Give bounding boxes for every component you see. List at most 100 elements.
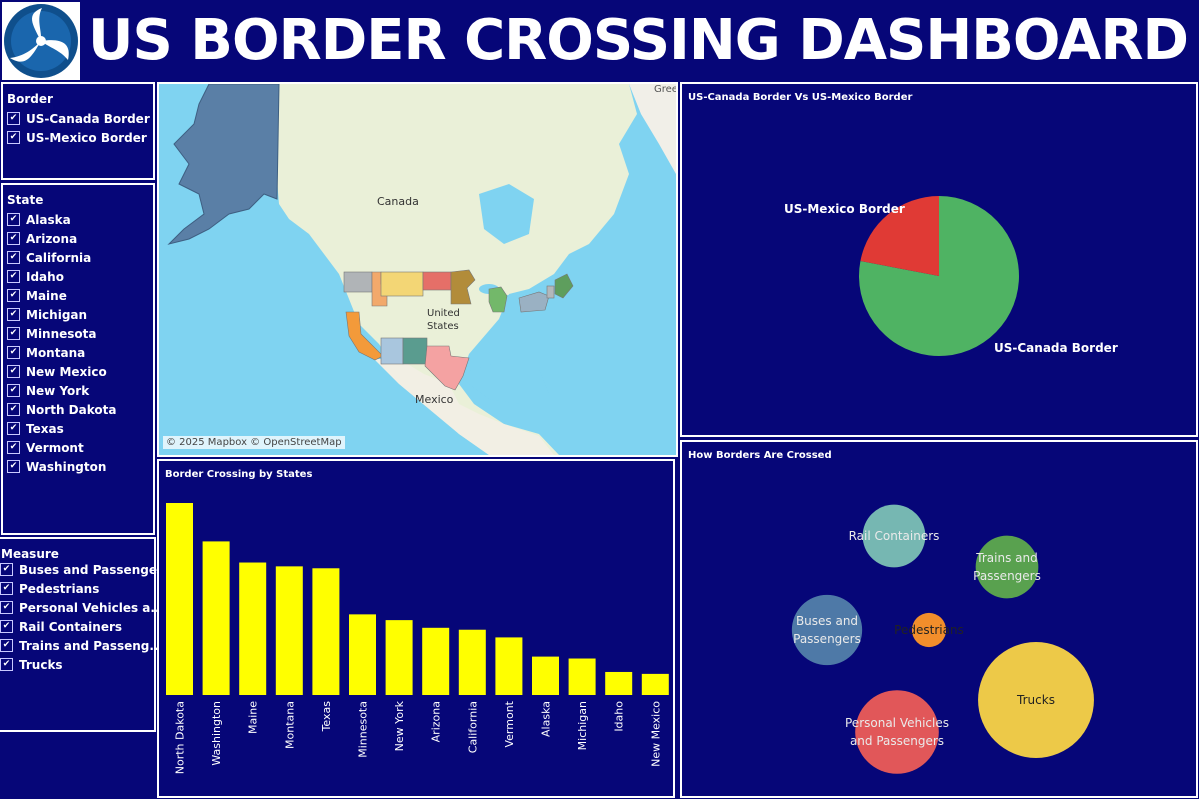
measure-filter-item[interactable]: ✔ Pedestrians: [0, 579, 99, 598]
bar: [349, 614, 376, 695]
state-filter-item[interactable]: ✔ Michigan: [7, 305, 87, 324]
pie-label: US-Canada Border: [994, 341, 1118, 355]
map-attribution: © 2025 Mapbox © OpenStreetMap: [163, 436, 345, 449]
bar-category-label: Minnesota: [357, 701, 370, 758]
state-filter-label: Idaho: [26, 269, 64, 284]
map-label-us-line2: States: [427, 321, 459, 332]
bar: [495, 637, 523, 695]
dot-triskelion-logo: [2, 2, 80, 80]
checkbox-checked-icon[interactable]: ✔: [7, 327, 20, 340]
checkbox-checked-icon[interactable]: ✔: [7, 346, 20, 359]
us-states-map[interactable]: Canada United States Mexico Gree: [159, 84, 676, 455]
bubble-label: Buses and: [796, 614, 858, 628]
measure-filter-item[interactable]: ✔ Trains and Passeng..: [0, 636, 159, 655]
checkbox-checked-icon[interactable]: ✔: [7, 441, 20, 454]
state-filter-panel: State ✔ Alaska ✔ Arizona ✔ California ✔ Idaho ✔ M…: [1, 183, 155, 535]
bubble: [855, 690, 939, 774]
map-label-canada: Canada: [377, 195, 419, 208]
border-filter-item[interactable]: ✔ US-Mexico Border: [7, 128, 147, 147]
bubble-label: Pedestrians: [894, 623, 964, 637]
checkbox-checked-icon[interactable]: ✔: [7, 365, 20, 378]
bubble: [911, 612, 947, 648]
checkbox-checked-icon[interactable]: ✔: [7, 213, 20, 226]
bubble-chart-title: How Borders Are Crossed: [688, 450, 832, 461]
state-filter-label: California: [26, 250, 92, 265]
bubble-label: Personal Vehicles: [845, 716, 949, 730]
checkbox-checked-icon[interactable]: ✔: [0, 582, 13, 595]
bar-category-label: North Dakota: [174, 701, 187, 774]
pie-slice: [860, 196, 939, 276]
measure-filter-label: Personal Vehicles a..: [19, 600, 160, 615]
checkbox-checked-icon[interactable]: ✔: [7, 460, 20, 473]
checkbox-checked-icon[interactable]: ✔: [7, 232, 20, 245]
state-filter-item[interactable]: ✔ Vermont: [7, 438, 84, 457]
bar: [641, 673, 669, 695]
measure-filter-label: Trucks: [19, 657, 63, 672]
state-filter-item[interactable]: ✔ North Dakota: [7, 400, 116, 419]
checkbox-checked-icon[interactable]: ✔: [0, 563, 13, 576]
map-panel[interactable]: Canada United States Mexico Gree © 2025 …: [157, 82, 678, 457]
measure-filter-item[interactable]: ✔ Trucks: [0, 655, 63, 674]
bar: [275, 566, 303, 695]
checkbox-checked-icon[interactable]: ✔: [7, 308, 20, 321]
map-label-mexico: Mexico: [415, 393, 454, 406]
state-filter-item[interactable]: ✔ New Mexico: [7, 362, 107, 381]
dashboard-title: US BORDER CROSSING DASHBOARD: [88, 8, 1189, 73]
measure-filter-label: Rail Containers: [19, 619, 123, 634]
measure-filter-label: Pedestrians: [19, 581, 100, 596]
state-filter-label: Alaska: [26, 212, 71, 227]
measure-filter-item[interactable]: ✔ Rail Containers: [0, 617, 122, 636]
state-filter-item[interactable]: ✔ Arizona: [7, 229, 77, 248]
bar-category-label: Michigan: [576, 701, 589, 750]
checkbox-checked-icon[interactable]: ✔: [7, 251, 20, 264]
bar-category-label: Vermont: [503, 700, 516, 747]
bar-chart-title: Border Crossing by States: [165, 469, 313, 480]
state-filter-label: Texas: [26, 421, 64, 436]
bubble-chart-panel: How Borders Are Crossed Rail Containers T…: [680, 440, 1198, 798]
measure-filter-panel: Measure ✔ Buses and Passenge.. ✔ Pedestrian…: [0, 537, 166, 732]
checkbox-checked-icon[interactable]: ✔: [0, 658, 13, 671]
logo-graphic: [4, 4, 78, 78]
bar-category-label: Idaho: [613, 701, 626, 732]
measure-filter-item[interactable]: ✔ Personal Vehicles a..: [0, 598, 160, 617]
border-filter-panel: Border ✔ US-Canada Border ✔ US-Mexico Borde…: [1, 82, 155, 180]
checkbox-checked-icon[interactable]: ✔: [7, 112, 20, 125]
measure-filter-label: Buses and Passenge..: [19, 562, 167, 577]
checkbox-checked-icon[interactable]: ✔: [7, 403, 20, 416]
checkbox-checked-icon[interactable]: ✔: [0, 601, 13, 614]
bubble: [862, 504, 926, 568]
border-filter-label: US-Canada Border: [26, 111, 150, 126]
state-filter-item[interactable]: ✔ Minnesota: [7, 324, 97, 343]
state-filter-item[interactable]: ✔ Idaho: [7, 267, 64, 286]
checkbox-checked-icon[interactable]: ✔: [7, 289, 20, 302]
state-filter-item[interactable]: ✔ Montana: [7, 343, 85, 362]
state-filter-item[interactable]: ✔ Maine: [7, 286, 67, 305]
bubble: [978, 642, 1094, 758]
state-filter-item[interactable]: ✔ Alaska: [7, 210, 71, 229]
measure-filter-item[interactable]: ✔ Buses and Passenge..: [0, 560, 166, 579]
bar-category-label: Washington: [210, 701, 223, 766]
checkbox-checked-icon[interactable]: ✔: [0, 620, 13, 633]
checkbox-checked-icon[interactable]: ✔: [0, 639, 13, 652]
bar: [458, 629, 486, 695]
state-filter-item[interactable]: ✔ New York: [7, 381, 89, 400]
checkbox-checked-icon[interactable]: ✔: [7, 270, 20, 283]
state-filter-label: Maine: [26, 288, 67, 303]
bar: [312, 568, 340, 695]
border-filter-item[interactable]: ✔ US-Canada Border: [7, 109, 150, 128]
state-filter-item[interactable]: ✔ Texas: [7, 419, 64, 438]
state-filter-item[interactable]: ✔ Washington: [7, 457, 106, 476]
bubble-label: and Passengers: [850, 734, 944, 748]
checkbox-checked-icon[interactable]: ✔: [7, 422, 20, 435]
checkbox-checked-icon[interactable]: ✔: [7, 384, 20, 397]
bar-category-label: Texas: [320, 701, 333, 733]
pie-chart-panel: US-Canada Border Vs US-Mexico Border US-…: [680, 82, 1198, 437]
state-filter-item[interactable]: ✔ California: [7, 248, 91, 267]
state-filter-title: State: [7, 193, 44, 207]
bar-category-label: New Mexico: [649, 701, 662, 767]
bubble-label: Trucks: [1016, 693, 1055, 707]
bar-category-label: California: [466, 701, 479, 753]
bar: [532, 656, 559, 695]
checkbox-checked-icon[interactable]: ✔: [7, 131, 20, 144]
map-label-us-line1: United: [427, 308, 460, 319]
